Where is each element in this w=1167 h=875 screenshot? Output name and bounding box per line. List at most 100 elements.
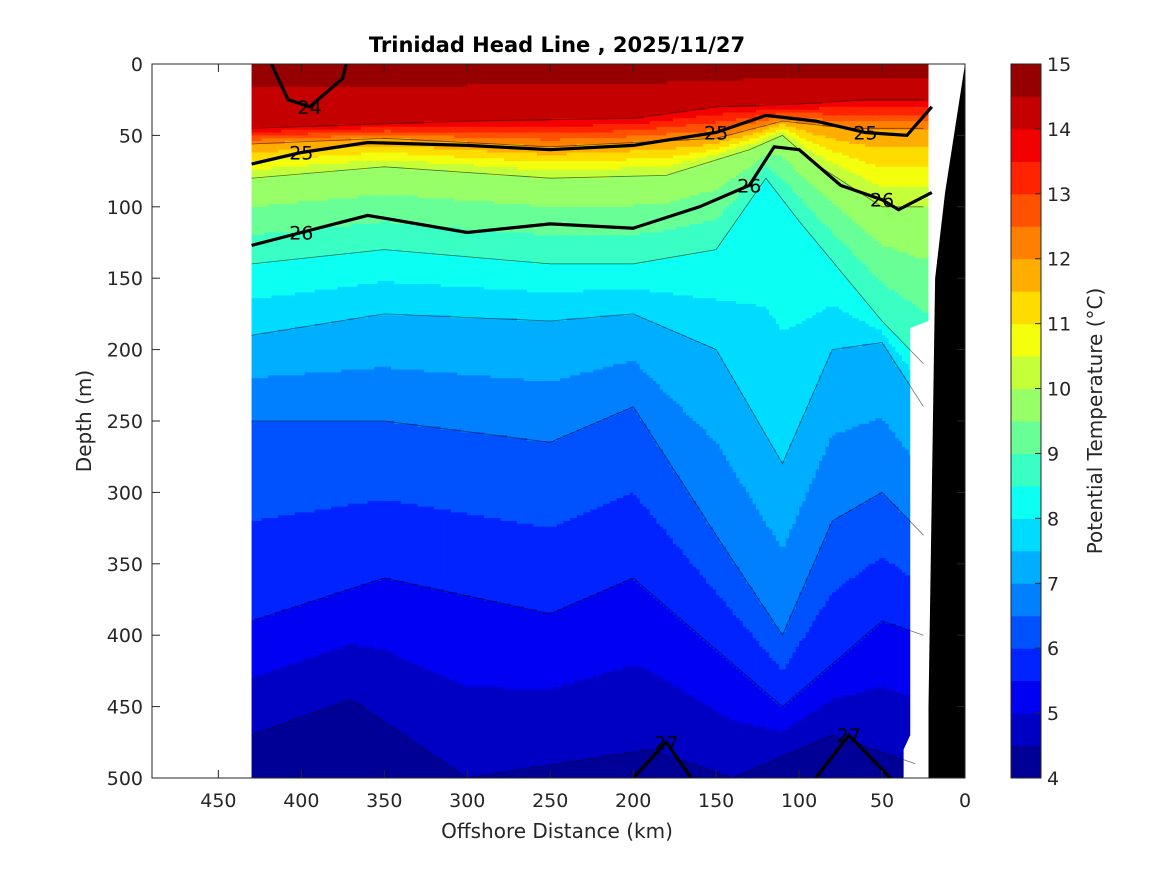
field-cell (689, 295, 694, 339)
field-cell (759, 109, 764, 117)
field-cell (324, 163, 329, 174)
field-cell (477, 318, 482, 376)
field-cell (676, 81, 681, 114)
field-cell (742, 723, 747, 773)
field-cell (765, 155, 770, 168)
field-cell (450, 163, 455, 174)
field-cell (656, 175, 661, 205)
field-cell (437, 255, 442, 285)
field-cell (832, 152, 837, 165)
field-cell (765, 612, 770, 653)
field-cell (493, 121, 498, 128)
field-cell (822, 115, 827, 122)
field-cell (563, 520, 568, 608)
field-cell (596, 138, 601, 145)
field-cell (911, 115, 916, 122)
field-cell (467, 172, 472, 202)
field-cell (317, 323, 322, 374)
field-cell (908, 206, 913, 256)
field-cell (669, 149, 674, 159)
field-cell (599, 123, 604, 134)
field-cell (742, 303, 747, 399)
field-cell (517, 132, 521, 139)
field-cell (357, 283, 362, 319)
field-cell (331, 649, 336, 708)
field-cell (626, 118, 631, 125)
field-cell (785, 161, 790, 185)
field-cell (590, 83, 594, 119)
field-cell (258, 235, 263, 265)
field-cell (736, 143, 740, 148)
field-cell (722, 64, 727, 82)
field-cell (838, 309, 843, 351)
field-cell (301, 375, 306, 422)
field-cell (666, 149, 671, 159)
x-axis-label: Offshore Distance (km) (441, 819, 673, 843)
field-cell (838, 658, 843, 699)
field-cell (354, 135, 359, 139)
field-cell (430, 121, 435, 128)
field-cell (477, 432, 482, 516)
field-cell (510, 64, 515, 85)
field-cell (799, 138, 803, 145)
field-cell (872, 121, 877, 131)
field-cell (384, 86, 389, 125)
field-cell (626, 123, 631, 131)
field-cell (676, 118, 681, 128)
field-cell (324, 86, 329, 128)
field-cell (397, 166, 402, 196)
field-cell (390, 369, 395, 422)
field-cell (742, 209, 747, 305)
field-cell (321, 598, 326, 653)
field-cell (682, 555, 687, 625)
field-cell (367, 583, 372, 648)
field-cell (258, 178, 263, 208)
field-cell (298, 326, 302, 376)
field-cell (533, 263, 538, 294)
field-cell (467, 158, 472, 165)
field-cell (533, 132, 538, 139)
field-cell (284, 86, 289, 128)
field-cell (686, 155, 691, 162)
field-cell (281, 138, 286, 145)
sigma-contour-27 (814, 732, 892, 778)
field-cell (507, 318, 511, 379)
field-cell (473, 286, 478, 319)
field-cell (520, 169, 525, 176)
field-cell (643, 669, 648, 751)
field-cell (872, 749, 877, 778)
field-cell (872, 64, 877, 79)
field-cell (311, 141, 316, 151)
field-cell (842, 141, 847, 156)
field-cell (848, 283, 853, 316)
field-cell (603, 589, 608, 673)
field-cell (281, 64, 286, 88)
field-cell (520, 203, 525, 234)
field-cell (865, 303, 870, 325)
field-cell (606, 366, 611, 419)
field-cell (560, 64, 565, 85)
field-cell (530, 523, 535, 611)
field-cell (805, 149, 810, 159)
field-cell (430, 755, 435, 778)
field-cell (862, 298, 867, 322)
field-cell (530, 321, 535, 382)
field-cell (410, 583, 415, 665)
colorbar-band (1011, 291, 1041, 325)
field-cell (825, 106, 830, 117)
field-cell (384, 578, 389, 651)
field-cell (380, 578, 385, 651)
field-cell (868, 163, 873, 182)
field-cell (444, 135, 448, 142)
field-cell (550, 321, 555, 382)
field-cell (732, 143, 737, 151)
field-cell (815, 218, 820, 245)
field-cell (802, 586, 807, 639)
field-cell (278, 295, 283, 331)
field-cell (799, 223, 803, 325)
field-cell (623, 175, 628, 208)
field-cell (901, 252, 906, 299)
field-cell (762, 306, 767, 434)
field-cell (374, 195, 379, 225)
